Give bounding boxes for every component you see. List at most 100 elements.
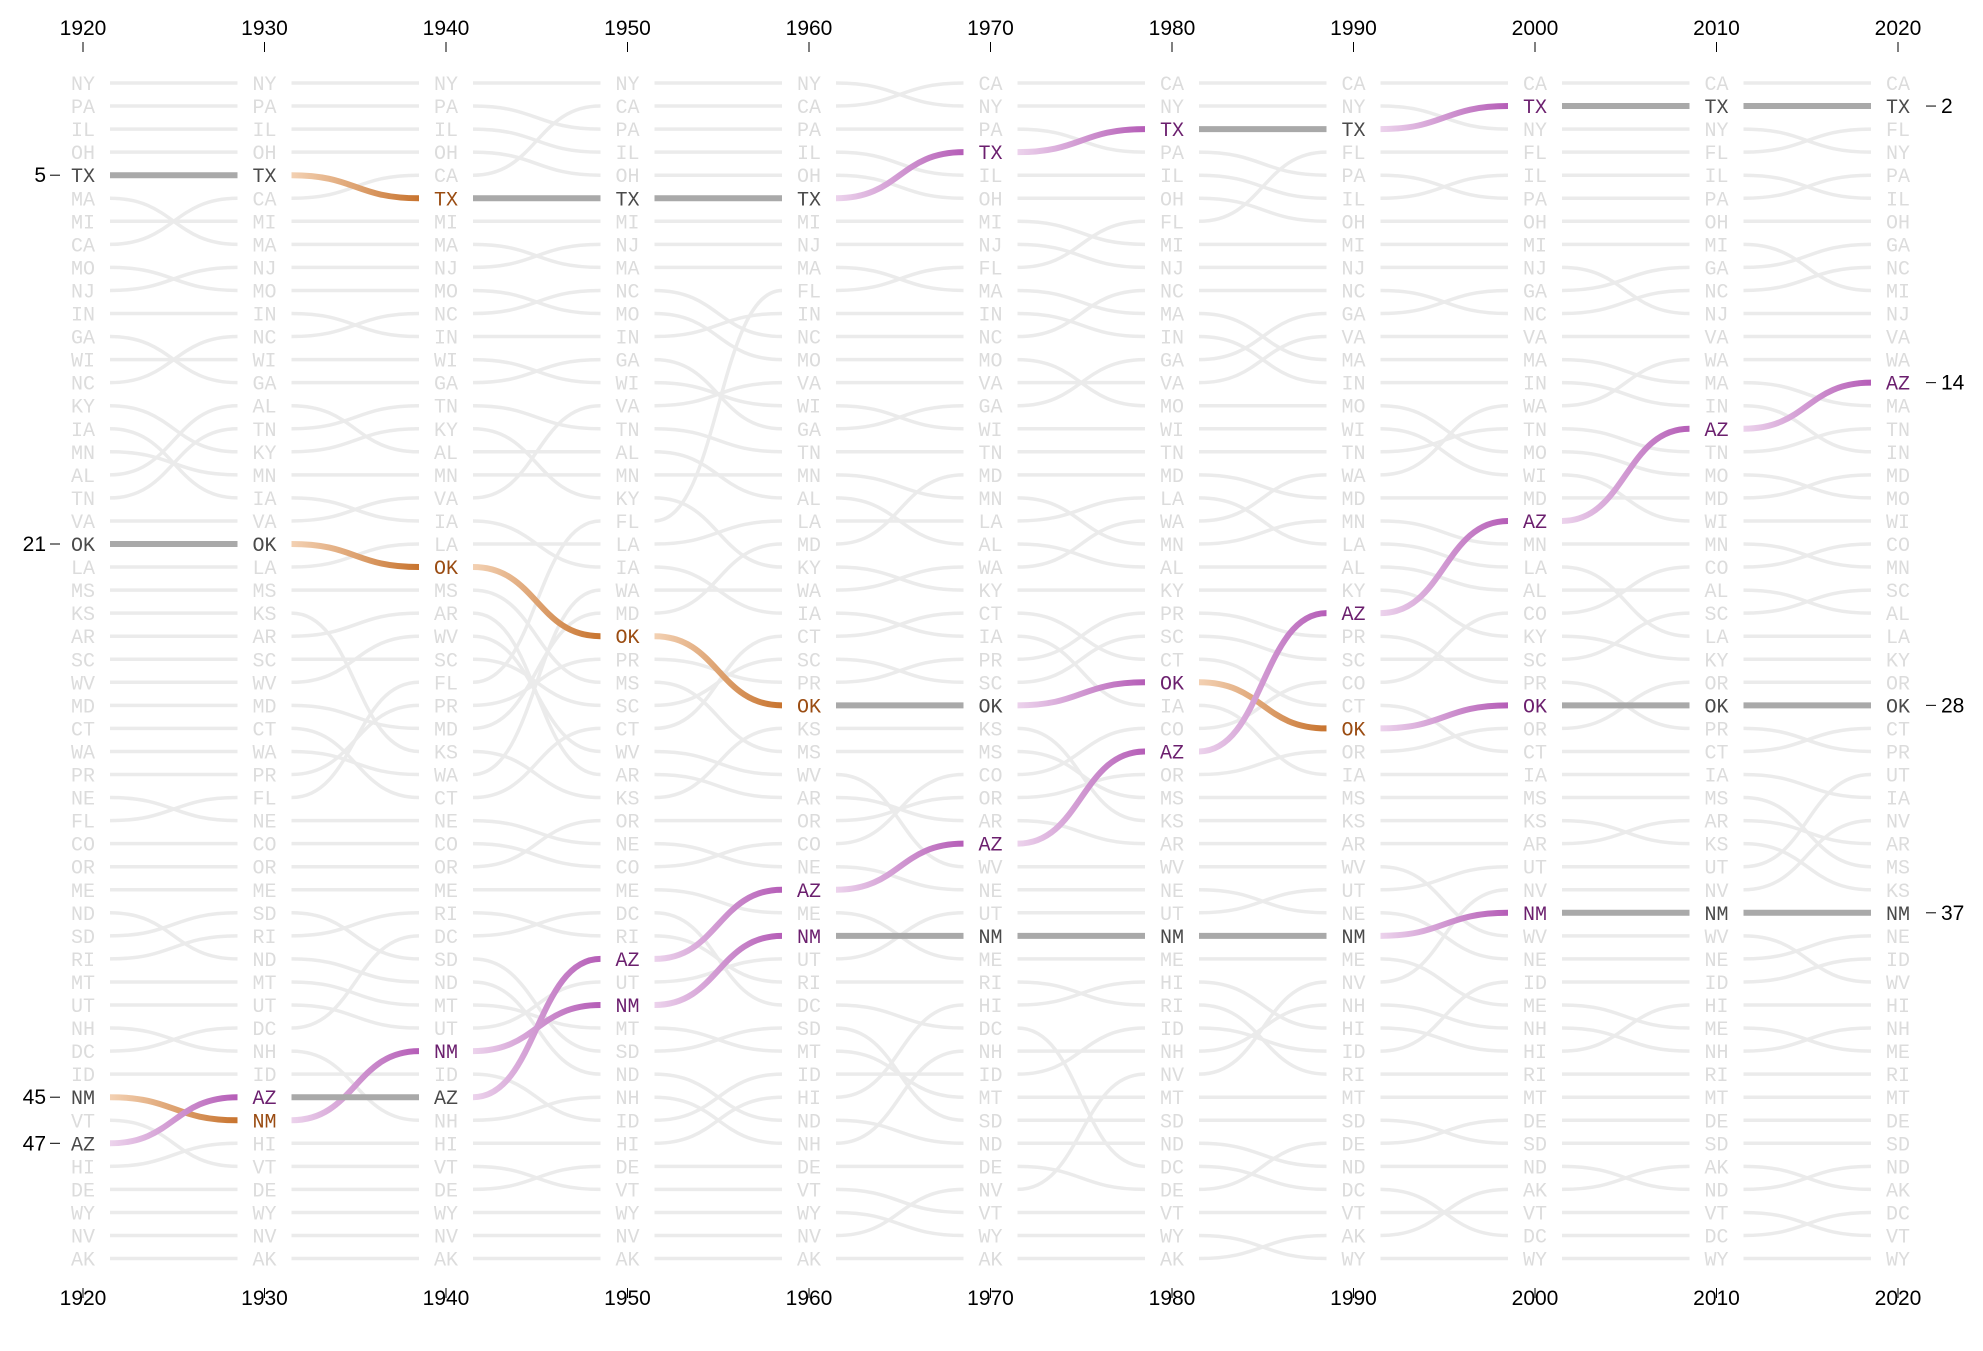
state-label-nj-2020: NJ (1886, 305, 1910, 328)
state-label-va-1930: VA (252, 512, 276, 535)
state-label-wy-1950: WY (615, 1203, 639, 1226)
state-label-mo-1930: MO (252, 281, 276, 304)
rank-label-left-ok: 21 (23, 533, 46, 556)
year-label-bottom-1950: 1950 (604, 1287, 651, 1310)
line-in-2000 (1561, 380, 1690, 408)
line-hi-2000 (1561, 1003, 1690, 1053)
state-label-co-2020: CO (1886, 535, 1910, 558)
state-label-ri-2000: RI (1523, 1065, 1547, 1088)
state-label-sd-1950: SD (615, 1042, 639, 1065)
state-label-az-1950: AZ (615, 950, 639, 973)
state-label-oh-1920: OH (71, 143, 95, 166)
line-ma-1970 (1017, 288, 1146, 316)
state-label-md-2020: MD (1886, 466, 1910, 489)
state-label-ca-1980: CA (1160, 74, 1184, 97)
rank-label-left-az: 47 (23, 1132, 46, 1155)
state-label-ks-1990: KS (1341, 812, 1365, 835)
line-pa-1940 (472, 104, 601, 131)
state-label-ny-1940: NY (434, 74, 458, 97)
state-label-hi-1990: HI (1341, 1019, 1365, 1042)
line-ct-1960 (835, 611, 964, 638)
state-label-ma-1920: MA (71, 189, 95, 212)
state-label-md-2010: MD (1704, 489, 1728, 512)
state-label-id-1930: ID (252, 1065, 276, 1088)
state-label-pa-1980: PA (1160, 143, 1184, 166)
state-label-nc-2010: NC (1704, 281, 1728, 304)
year-label-bottom-1980: 1980 (1149, 1287, 1196, 1310)
state-label-dc-1950: DC (615, 904, 639, 927)
year-label-top-1990: 1990 (1330, 17, 1377, 40)
state-label-ny-1990: NY (1341, 97, 1365, 120)
state-label-nc-1970: NC (978, 328, 1002, 351)
state-label-md-1920: MD (71, 696, 95, 719)
state-label-in-1950: IN (615, 328, 639, 351)
state-label-al-1980: AL (1160, 558, 1184, 581)
state-label-oh-1960: OH (797, 166, 821, 189)
state-label-ny-2010: NY (1704, 120, 1728, 143)
state-label-wy-1930: WY (252, 1203, 276, 1226)
state-label-al-2010: AL (1704, 581, 1728, 604)
state-label-de-2010: DE (1704, 1111, 1728, 1134)
state-label-mi-1970: MI (978, 212, 1002, 235)
state-label-va-2020: VA (1886, 328, 1910, 351)
state-label-ga-1930: GA (252, 374, 276, 397)
line-wv-1930 (291, 634, 420, 685)
line-ky-1930 (291, 427, 420, 454)
state-label-nh-1950: NH (615, 1088, 639, 1111)
state-label-fl-1950: FL (615, 512, 639, 535)
state-label-pr-1940: PR (434, 696, 458, 719)
state-label-ok-1980: OK (1160, 673, 1184, 696)
highlight-line-tx-1970-rise (1017, 126, 1146, 156)
state-label-wi-1960: WI (797, 397, 821, 420)
year-label-top-1930: 1930 (241, 17, 288, 40)
state-label-nh-1920: NH (71, 1019, 95, 1042)
state-label-id-1920: ID (71, 1065, 95, 1088)
highlight-line-az-1950-rise (654, 886, 783, 962)
state-label-ma-1940: MA (434, 235, 458, 258)
state-label-ak-2020: AK (1886, 1180, 1910, 1203)
state-label-hi-1940: HI (434, 1134, 458, 1157)
state-label-ca-1950: CA (615, 97, 639, 120)
line-nd-1980 (1198, 1141, 1327, 1169)
state-label-ks-2020: KS (1886, 881, 1910, 904)
state-label-ks-2010: KS (1704, 835, 1728, 858)
state-label-fl-1920: FL (71, 812, 95, 835)
state-label-dc-1960: DC (797, 996, 821, 1019)
line-or-1990 (1380, 726, 1509, 754)
state-label-ct-2010: CT (1704, 742, 1728, 765)
state-label-mo-1960: MO (797, 351, 821, 374)
state-label-vt-1970: VT (978, 1203, 1002, 1226)
highlight-line-az-1920-rise (109, 1094, 238, 1147)
state-label-ne-1930: NE (252, 812, 276, 835)
line-ut-1940 (472, 980, 601, 1030)
state-label-mn-1920: MN (71, 443, 95, 466)
state-label-dc-2000: DC (1523, 1227, 1547, 1250)
line-wa-1960 (835, 565, 964, 592)
state-label-ma-1950: MA (615, 258, 639, 281)
background-lines (109, 81, 1872, 1261)
state-label-ri-1970: RI (978, 973, 1002, 996)
line-fl-1980 (1198, 150, 1327, 224)
line-co-2000 (1561, 565, 1690, 615)
state-label-va-1990: VA (1341, 328, 1365, 351)
state-label-az-1940: AZ (434, 1088, 458, 1111)
state-label-id-1970: ID (978, 1065, 1002, 1088)
state-label-ut-1980: UT (1160, 904, 1184, 927)
line-ky-1920 (109, 403, 238, 454)
state-label-nv-1980: NV (1160, 1065, 1184, 1088)
line-mn-1980 (1198, 519, 1327, 546)
state-label-la-1950: LA (615, 535, 639, 558)
line-sd-1920 (109, 911, 238, 938)
line-sc-1980 (1198, 634, 1327, 661)
state-label-ri-2020: RI (1886, 1065, 1910, 1088)
state-label-fl-1960: FL (797, 281, 821, 304)
line-va-1940 (472, 403, 601, 500)
state-label-wy-2010: WY (1704, 1250, 1728, 1273)
line-oh-1980 (1198, 196, 1327, 224)
highlight-line-ok-1990-rise (1380, 702, 1509, 732)
state-label-oh-1930: OH (252, 143, 276, 166)
state-label-mt-1920: MT (71, 973, 95, 996)
line-wi-1990 (1380, 427, 1509, 477)
highlight-line-ok-1940-fall (472, 564, 601, 640)
